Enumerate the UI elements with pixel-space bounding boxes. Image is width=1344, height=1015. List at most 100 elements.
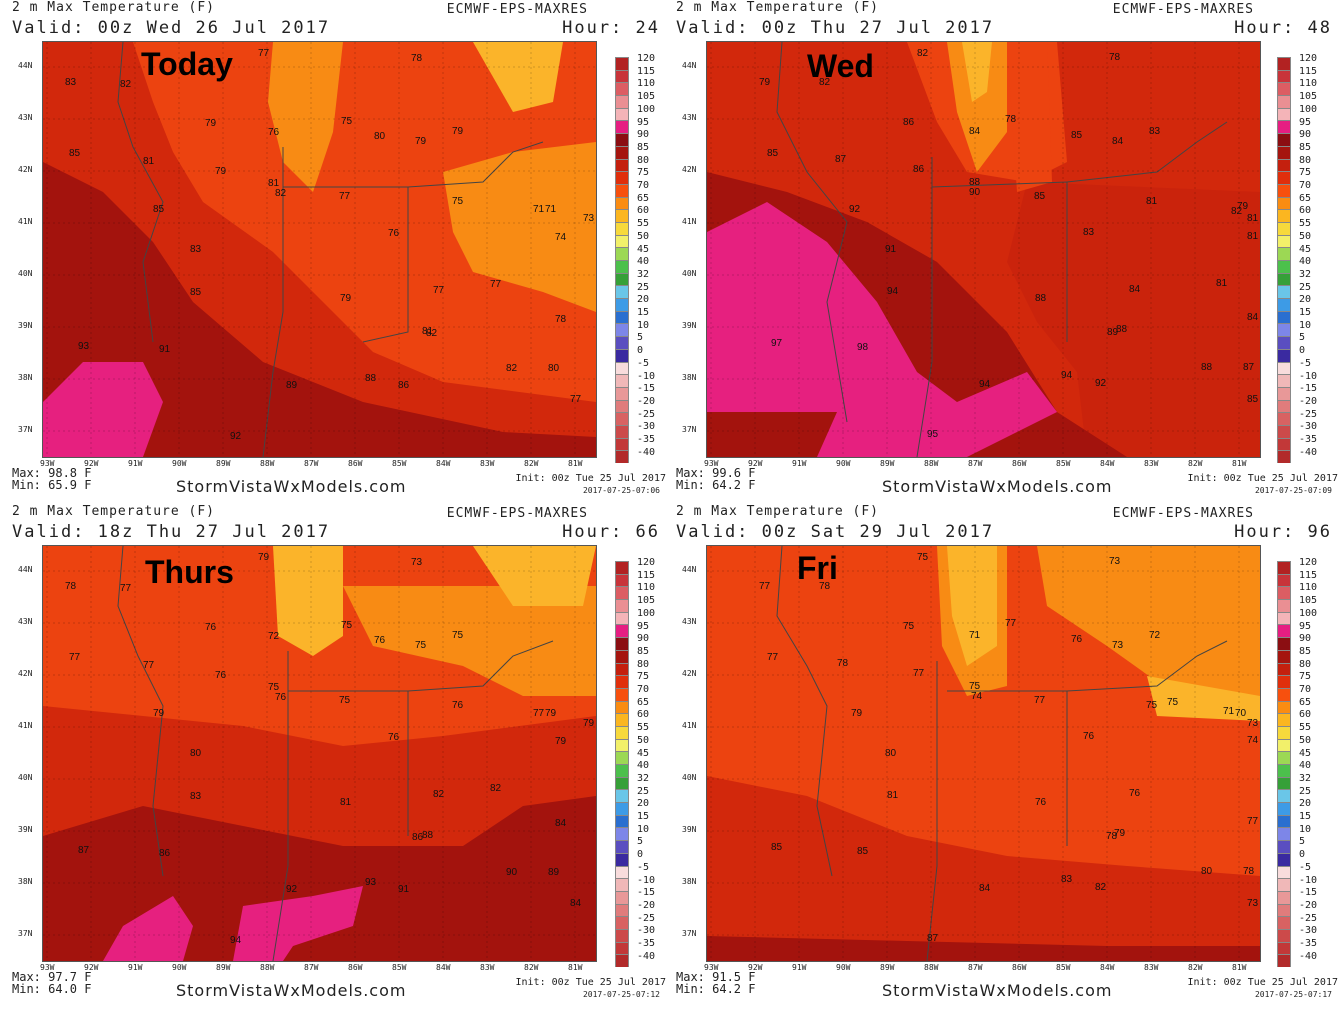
legend-label: 15 [1299, 307, 1312, 318]
legend-label: 80 [637, 658, 650, 670]
max-value: Max: 91.5 F [676, 970, 756, 984]
latitude-label: 43N [682, 113, 697, 122]
legend-label: 110 [1299, 78, 1318, 90]
temperature-map: 82 78 79 82 86 84 78 85 84 83 85 87 86 88 90 85 81 82 79 81… [706, 41, 1261, 458]
legend-swatch [1277, 789, 1291, 803]
station-temperature: 71 [1223, 706, 1235, 717]
legend-swatch [1277, 751, 1291, 764]
legend-swatch [1277, 209, 1291, 222]
legend-swatch [1277, 260, 1291, 273]
legend-label: 60 [1299, 205, 1312, 217]
legend-swatch [1277, 827, 1291, 841]
latitude-label: 41N [682, 217, 697, 226]
longitude-label: 84W [436, 963, 451, 972]
legend-label: 115 [1299, 65, 1318, 77]
station-temperature: 88 [1116, 324, 1128, 335]
station-temperature: 91 [885, 244, 897, 255]
legend-label: -10 [637, 874, 656, 886]
station-temperature: 81 [340, 797, 352, 808]
legend-label: 65 [637, 192, 650, 204]
legend-swatch [1277, 738, 1291, 752]
legend-label: -15 [1299, 383, 1318, 395]
legend-label: 0 [637, 849, 644, 861]
legend-swatch [1277, 764, 1291, 777]
legend-swatch [1277, 171, 1291, 184]
color-legend: 120 115 110 105 100 95 90 85 80 75 70 65 60 55 50 45 40 3… [1277, 54, 1317, 463]
legend-swatch [1277, 814, 1291, 828]
latitude-label: 44N [682, 61, 697, 70]
legend-label: 115 [637, 65, 656, 77]
legend-swatch [615, 687, 629, 701]
station-temperature: 77 [1247, 816, 1259, 827]
min-value: Min: 64.0 F [12, 982, 92, 996]
station-temperature: 80 [1201, 866, 1213, 877]
legend-swatch [615, 928, 629, 942]
station-temperature: 85 [1247, 394, 1259, 405]
legend-label: 20 [1299, 798, 1312, 810]
legend-swatch [1277, 285, 1291, 299]
station-temperature: 89 [1107, 327, 1119, 338]
longitude-label: 87W [968, 963, 983, 972]
longitude-label: 87W [304, 459, 319, 468]
legend-label: 110 [637, 582, 656, 594]
legend-swatch [1277, 890, 1291, 904]
station-temperature: 83 [190, 791, 202, 802]
station-temperature: 73 [411, 557, 423, 568]
timestamp: 2017-07-25-07:09 [1254, 486, 1332, 495]
station-temperature: 75 [1167, 697, 1179, 708]
legend-swatch [1277, 196, 1291, 210]
latitude-label: 42N [682, 669, 697, 678]
legend-swatch [1277, 348, 1291, 362]
station-temperature: 93 [365, 877, 377, 888]
station-temperature: 92 [286, 884, 298, 895]
legend-swatch [1277, 599, 1291, 612]
legend-swatch [615, 120, 629, 134]
valid-time: Valid: 00z Wed 26 Jul 2017 [12, 18, 331, 38]
station-temperature: 89 [548, 867, 560, 878]
station-temperature: 85 [767, 148, 779, 159]
longitude-label: 82W [524, 963, 539, 972]
station-temperature: 81 [422, 326, 434, 337]
station-temperature: 80 [374, 131, 386, 142]
legend-swatch [615, 209, 629, 222]
station-temperature: 77 [759, 581, 771, 592]
station-temperature: 82 [120, 79, 132, 90]
legend-label: 85 [1299, 645, 1312, 657]
day-label: Today [141, 46, 233, 82]
legend-label: -40 [1299, 446, 1318, 458]
legend-swatch [615, 852, 629, 866]
init-time: Init: 00z Tue 25 Jul 2017 [515, 473, 666, 484]
station-temperature: 94 [1061, 370, 1073, 381]
station-temperature: 83 [190, 244, 202, 255]
legend-label: 15 [1299, 811, 1312, 822]
legend-swatch [615, 827, 629, 841]
station-temperature: 77 [533, 708, 545, 719]
legend-swatch [615, 450, 629, 463]
legend-swatch [615, 298, 629, 311]
init-time: Init: 00z Tue 25 Jul 2017 [1187, 473, 1338, 484]
station-temperature: 80 [548, 363, 560, 374]
station-temperature: 93 [78, 341, 90, 352]
legend-swatch [615, 145, 629, 159]
station-temperature: 84 [570, 898, 582, 909]
station-temperature: 85 [1071, 130, 1083, 141]
longitude-label: 92W [748, 963, 763, 972]
legend-swatch [1277, 624, 1291, 638]
station-temperature: 71 [533, 204, 545, 215]
station-temperature: 86 [913, 164, 925, 175]
day-label: Thurs [145, 554, 234, 590]
valid-time: Valid: 18z Thu 27 Jul 2017 [12, 522, 331, 542]
legend-swatch [615, 272, 629, 286]
station-temperature: 90 [969, 187, 981, 198]
station-temperature: 79 [1114, 828, 1126, 839]
legend-label: 15 [637, 307, 650, 318]
legend-swatch [1277, 399, 1291, 413]
station-temperature: 84 [979, 883, 991, 894]
legend-label: 85 [1299, 141, 1312, 153]
legend-swatch [615, 954, 629, 967]
legend-label: 70 [1299, 180, 1312, 191]
model-name: ECMWF-EPS-MAXRES [446, 2, 588, 17]
legend-swatch [615, 586, 629, 600]
legend-label: 65 [1299, 696, 1312, 708]
